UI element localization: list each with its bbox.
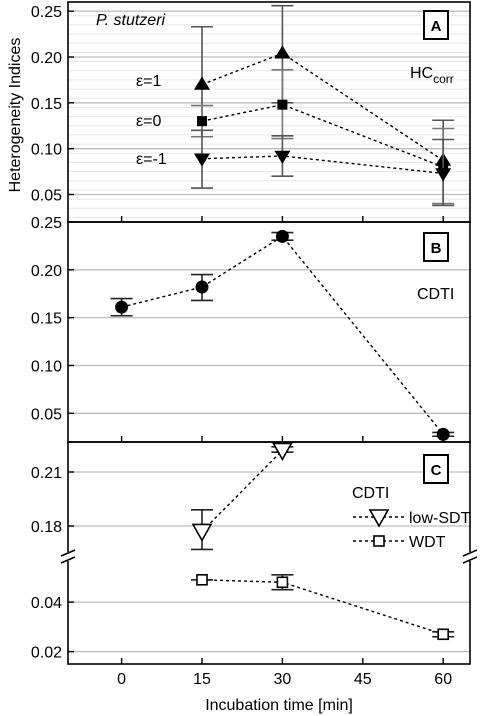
panel-c-wdt-point xyxy=(437,628,450,641)
panel-c-y-tick-label: 0.04 xyxy=(31,595,62,612)
legend-wdt-label: WDT xyxy=(409,534,446,551)
panel-b-point xyxy=(195,280,209,294)
x-axis-title: Incubation time [min] xyxy=(205,697,353,714)
panel-a-epsm1-series xyxy=(191,129,455,207)
legend-low-sdt-label: low-SDT xyxy=(409,510,471,527)
panel-a-letter: A xyxy=(423,10,449,40)
panel-b-point xyxy=(115,300,129,314)
panel-a-eps1-point xyxy=(274,45,291,59)
axis-break-mark xyxy=(60,556,76,564)
panel-b-y-tick-label: 0.05 xyxy=(31,406,62,423)
x-tick-label: 0 xyxy=(117,671,126,688)
panel-b-point xyxy=(275,229,289,243)
panel-b-series xyxy=(110,229,455,441)
panel-c-y-tick-label: 0.02 xyxy=(31,645,62,662)
panel-a-epsm1-line xyxy=(201,155,444,175)
x-tick-label: 45 xyxy=(354,671,372,688)
x-tick-label: 15 xyxy=(193,671,211,688)
panel-frame-c xyxy=(67,441,471,665)
panel-a-epsm1-point xyxy=(435,168,452,182)
panel-a-series-label-eps1: ε=1 xyxy=(136,73,161,90)
axis-break-mark xyxy=(462,549,478,557)
series-layer xyxy=(110,4,455,641)
panel-c-y-tick-label: 0.18 xyxy=(31,519,62,536)
panel-b-point xyxy=(436,427,450,441)
panel-a-eps1-point xyxy=(194,76,210,90)
panel-frame-b xyxy=(67,221,471,443)
panel-a-y-tick-label: 0.15 xyxy=(31,96,62,113)
legend-low-sdt-marker xyxy=(368,509,390,528)
panel-a-y-tick-label: 0.20 xyxy=(31,50,62,67)
panel-c-wdt-point xyxy=(196,574,208,586)
panel-c-wdt-point xyxy=(276,576,289,589)
x-tick-label: 30 xyxy=(274,671,292,688)
panel-c-letter: C xyxy=(423,454,449,484)
panel-a-metric-main: HC xyxy=(410,65,433,82)
panel-a-eps1-series xyxy=(191,4,455,205)
panel-b-line xyxy=(121,235,444,435)
panel-a-epsm1-point xyxy=(194,153,210,167)
panel-b-y-tick-label: 0.20 xyxy=(31,263,62,280)
legend-wdt-marker xyxy=(373,535,385,547)
panel-c-low-sdt-point xyxy=(272,442,293,462)
axis-break-gap xyxy=(464,552,476,561)
panel-a-eps0-point xyxy=(197,116,207,127)
panel-b-y-tick-label: 0.15 xyxy=(31,311,62,328)
panel-b-letter-text: B xyxy=(431,240,442,257)
panel-a-metric-label: HCcorr xyxy=(410,65,454,86)
panel-c-legend xyxy=(353,509,405,547)
panel-a-metric-sub: corr xyxy=(433,72,454,86)
panel-a-y-tick-label: 0.25 xyxy=(31,4,62,21)
panel-c-low-sdt-line xyxy=(201,449,283,532)
panel-c-letter-text: C xyxy=(431,462,442,479)
panel-c-low-sdt-series xyxy=(191,442,294,551)
panel-c-metric-label: CDTI xyxy=(352,485,389,502)
panel-a-epsm1-point xyxy=(274,150,291,164)
frame-layer xyxy=(60,1,478,665)
panel-a-eps0-point xyxy=(277,99,288,110)
panel-c-low-sdt-point xyxy=(191,523,213,543)
organism-label: P. stutzeri xyxy=(96,12,166,29)
panel-a-series-label-epsm1: ε=-1 xyxy=(136,151,167,168)
panel-a-y-tick-label: 0.05 xyxy=(31,188,62,205)
panel-frame-a xyxy=(67,1,471,223)
panel-b-y-tick-label: 0.10 xyxy=(31,358,62,375)
axis-break-gap xyxy=(62,552,74,561)
panel-b-y-tick-label: 0.25 xyxy=(31,215,62,232)
axis-break-mark xyxy=(462,556,478,564)
panel-c-y-tick-label: 0.21 xyxy=(31,465,62,482)
x-tick-label: 60 xyxy=(434,671,452,688)
panel-a-eps0-series xyxy=(191,69,455,205)
y-axis-title: Heterogeneity Indices xyxy=(7,38,24,193)
panel-b-metric-label: CDTI xyxy=(417,286,454,303)
panel-b-letter: B xyxy=(423,232,449,262)
panel-a-y-tick-label: 0.10 xyxy=(31,142,62,159)
panel-c-wdt-line xyxy=(201,579,444,635)
panel-a-series-label-eps0: ε=0 xyxy=(136,113,161,130)
panel-a-letter-text: A xyxy=(431,18,442,35)
axis-break-mark xyxy=(60,549,76,557)
panel-c-wdt-series xyxy=(191,574,455,641)
ticks-layer: 0.05 0.10 0.15 0.20 0.25 0.05 0.10 0.15 0.20 0.25… xyxy=(31,4,452,688)
